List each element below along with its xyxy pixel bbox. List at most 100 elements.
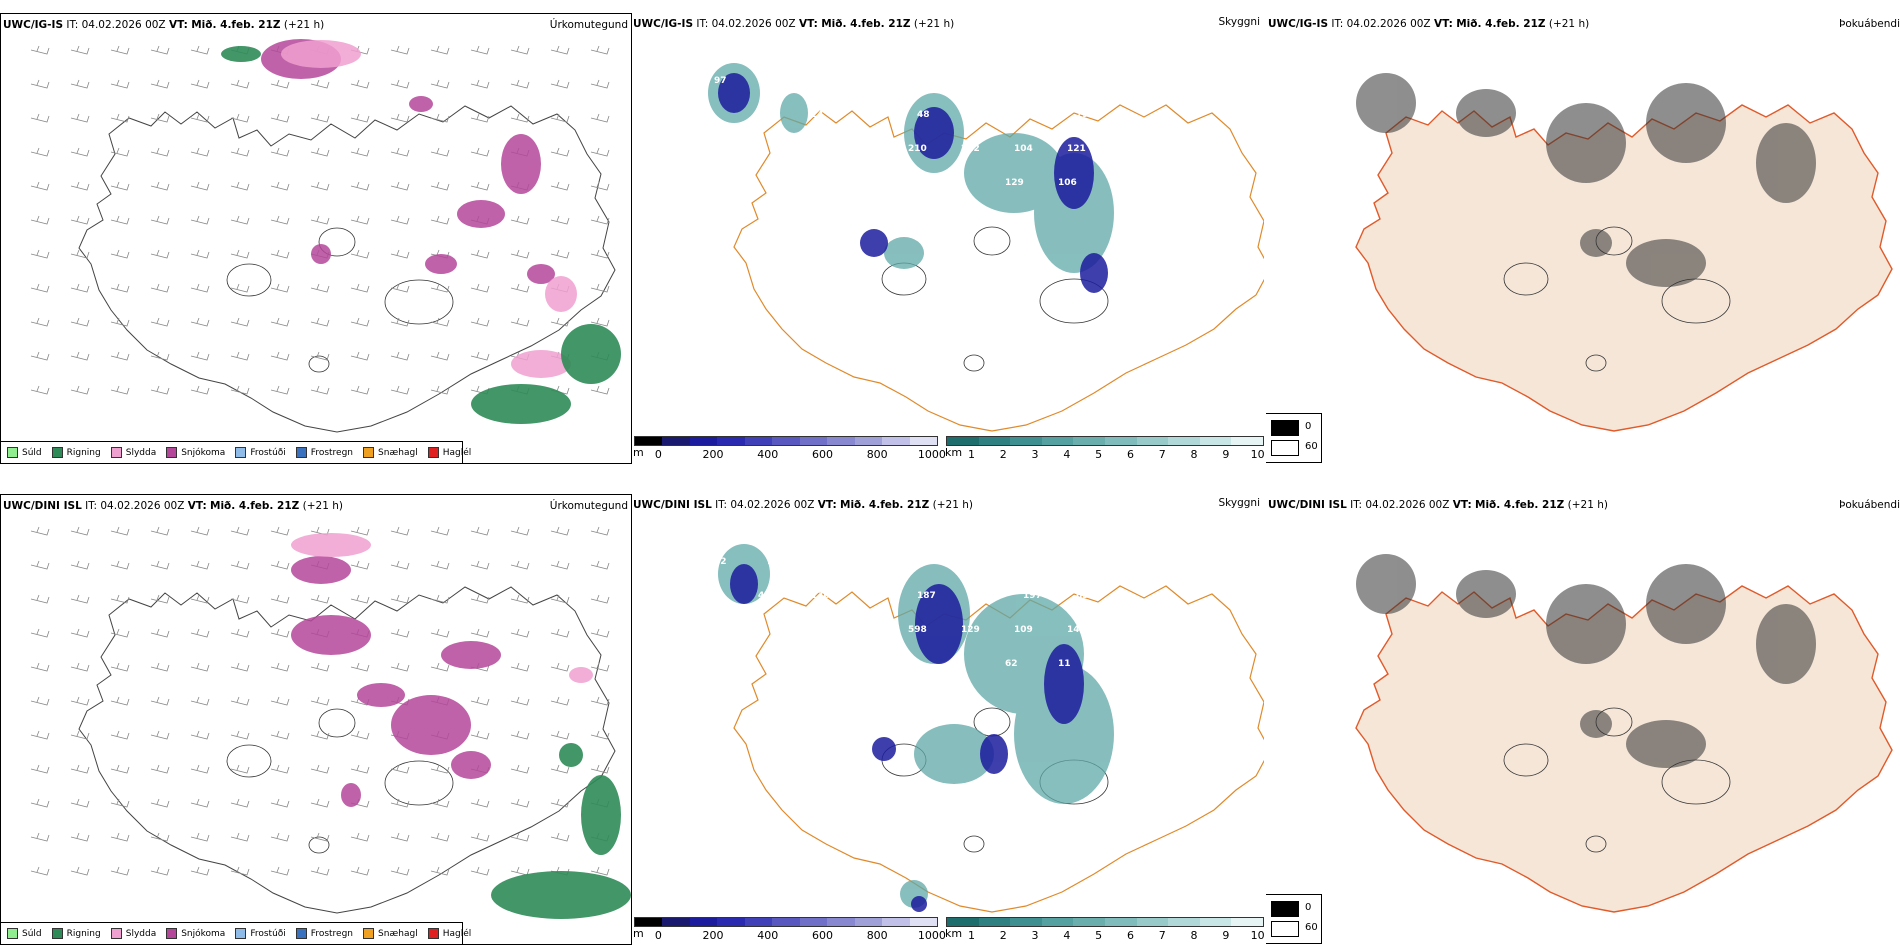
legend-label: Frostregn xyxy=(310,447,354,458)
cloud-base-label: 170 xyxy=(811,591,830,601)
colorbar-step xyxy=(689,437,718,445)
precip-legend-bottom: Súld Rigning Slydda Snjókoma Frostúði Frostre… xyxy=(1,922,471,944)
legend-item: Haglél xyxy=(427,447,471,458)
legend-swatch xyxy=(295,928,307,939)
cloud-base-labels: 82 107 71 55 60 100 74 78 406 170 107 187 223 197 65 73… xyxy=(714,557,1098,669)
cloud-base-label: 740 xyxy=(864,110,883,120)
colorbar-strip xyxy=(634,436,938,446)
wind-barbs xyxy=(30,45,610,395)
legend-item: Rigning xyxy=(51,928,101,939)
rain-area xyxy=(471,384,571,424)
precip-panel-top: UWC/IG-IS IT: 04.02.2026 00Z VT: Mið. 4.… xyxy=(0,13,632,464)
legend-label: Snæhagl xyxy=(378,447,418,458)
colorbar-step xyxy=(1231,437,1263,445)
precip-type-title-bottom: Úrkomutegund xyxy=(549,500,628,512)
colorbar-tick-label: 10 xyxy=(1250,929,1264,942)
cloud-base-label: 17 xyxy=(952,178,965,188)
cloud-base-colorbar-top: 0 200 400 600 800 1000 m xyxy=(634,436,946,462)
legend-swatch xyxy=(51,928,63,939)
colorbar-step xyxy=(882,437,910,445)
colorbar-step xyxy=(1199,918,1232,926)
snow-area xyxy=(425,254,457,274)
rain-area xyxy=(221,46,261,62)
legend-swatch xyxy=(363,447,375,458)
colorbar-tick-label: 0 xyxy=(654,929,662,942)
legend-swatch xyxy=(110,447,122,458)
colorbar-step xyxy=(662,918,690,926)
colorbar-step xyxy=(909,437,937,445)
legend-item: Rigning xyxy=(51,447,101,458)
fog-areas xyxy=(1356,554,1816,768)
legend-swatch xyxy=(110,928,122,939)
colorbar-tick-label: 2 xyxy=(999,448,1007,461)
legend-item: Frostregn xyxy=(295,447,354,458)
snow-area xyxy=(457,200,505,228)
colorbar-step xyxy=(854,918,883,926)
cloud-base-label: 62 xyxy=(740,178,753,188)
cloud-base-label: 109 xyxy=(1014,625,1033,635)
cloud-base-label: 93 xyxy=(767,76,780,86)
colorbar-tick-label: 5 xyxy=(1095,448,1103,461)
cloud-base-label: 121 xyxy=(1067,144,1086,154)
colorbar-step xyxy=(978,437,1011,445)
cloud-base-label: 222 xyxy=(961,144,980,154)
cloud-base-label: 79 xyxy=(873,76,886,86)
colorbar-tick-label: 3 xyxy=(1031,929,1039,942)
colorbar-step xyxy=(947,918,979,926)
cloud-base-label: 598 xyxy=(908,625,927,635)
cloud-base-label: 394 xyxy=(855,625,874,635)
legend-item: Snjókoma xyxy=(166,928,225,939)
snow-area xyxy=(357,683,405,707)
sleet-area xyxy=(545,276,577,312)
legend-swatch xyxy=(51,447,63,458)
colorbar-step xyxy=(1104,437,1137,445)
fog-map-top xyxy=(1355,73,1893,432)
colorbar-strip xyxy=(634,917,938,927)
snow-area xyxy=(291,556,351,584)
colorbar-tick-label: 3 xyxy=(1031,448,1039,461)
legend-label: Slydda xyxy=(125,928,157,939)
legend-item: Frostúði xyxy=(235,928,286,939)
fog-title-bottom: UWC/DINI ISL IT: 04.02.2026 00Z VT: Mið.… xyxy=(1268,499,1608,511)
visibility-title-bottom: UWC/DINI ISL IT: 04.02.2026 00Z VT: Mið.… xyxy=(634,499,973,511)
snow-area xyxy=(501,134,541,194)
snow-area xyxy=(341,783,361,807)
cloud-base-label: 187 xyxy=(917,591,936,601)
cloud-base-label: 65 xyxy=(1076,591,1089,601)
fog-type-title-bottom: Þokuábendi xyxy=(1839,499,1900,511)
colorbar-tick-label: 9 xyxy=(1222,929,1230,942)
colorbar-unit: m xyxy=(634,446,644,459)
cloud-base-label: 24 xyxy=(811,110,824,120)
colorbar-step xyxy=(827,437,855,445)
visibility-colorbar-top: 1 2 3 4 5 6 7 8 9 10 km xyxy=(945,436,1264,462)
colorbar-tick-label: 7 xyxy=(1158,448,1166,461)
low-cloud-areas xyxy=(718,73,1108,293)
legend-label: Súld xyxy=(22,928,42,939)
colorbar-step xyxy=(744,437,773,445)
colorbar-step xyxy=(1010,918,1042,926)
cloud-base-label: 129 xyxy=(961,625,980,635)
cloud-base-label: 106 xyxy=(1058,178,1077,188)
colorbar-step xyxy=(717,437,745,445)
cloud-base-label: 113 xyxy=(899,659,918,669)
snow-area xyxy=(311,244,331,264)
legend-label: Snjókoma xyxy=(181,447,226,458)
legend-item: Súld xyxy=(7,928,42,939)
legend-swatch xyxy=(7,447,18,458)
colorbar-unit: m xyxy=(634,927,644,940)
cloud-base-colorbar-bottom: 0 200 400 600 800 1000 m xyxy=(634,917,946,943)
cloud-base-label: 265 xyxy=(970,110,989,120)
snow-area xyxy=(451,751,491,779)
sleet-area xyxy=(511,350,571,378)
cloud-base-label: 107 xyxy=(864,591,883,601)
cloud-base-label: 210 xyxy=(908,144,927,154)
legend-label: Súld xyxy=(22,447,42,458)
colorbar-step xyxy=(635,918,663,926)
colorbar-tick-label: 8 xyxy=(1190,929,1198,942)
legend-item: Frostúði xyxy=(235,447,286,458)
colorbar-tick-label: 200 xyxy=(702,929,724,942)
iceland-outline xyxy=(78,586,616,914)
snow-area xyxy=(409,96,433,112)
